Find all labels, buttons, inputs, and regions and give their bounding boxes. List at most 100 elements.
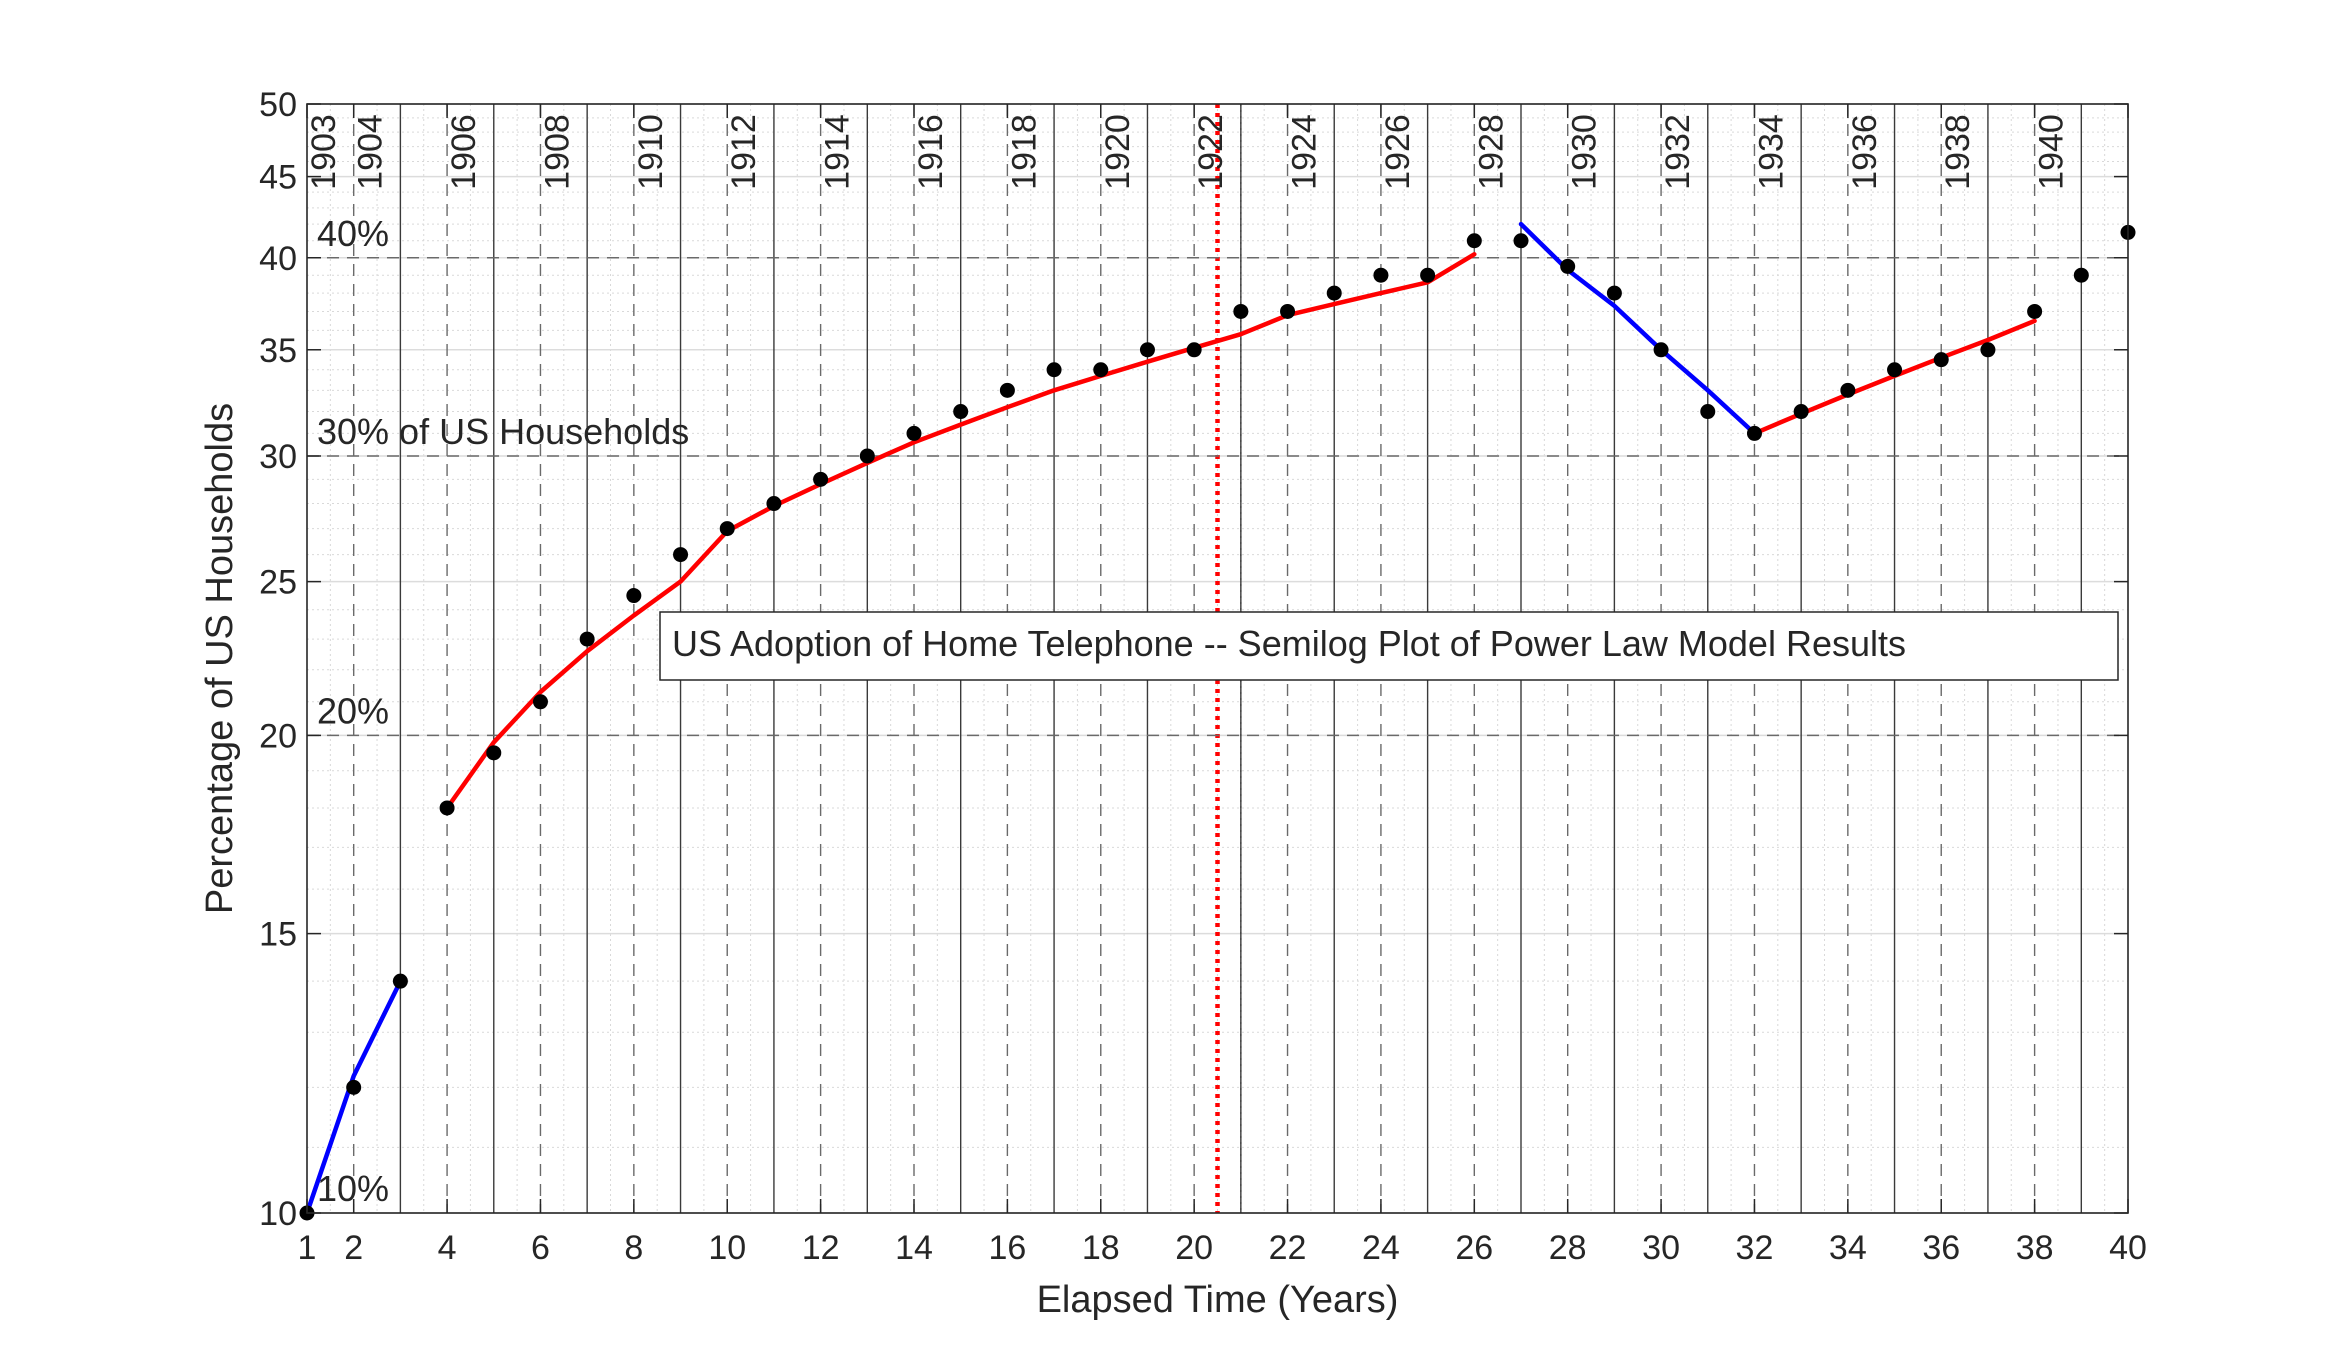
year-label: 1904: [352, 114, 390, 190]
x-tick-label: 36: [1922, 1229, 1960, 1267]
x-tick-label: 2: [344, 1229, 363, 1267]
x-tick-label: 12: [802, 1229, 840, 1267]
data-point: [1233, 303, 1249, 319]
data-point: [1186, 342, 1202, 358]
y-tick-label: 50: [259, 86, 297, 124]
x-tick-label: 22: [1269, 1229, 1307, 1267]
data-point: [626, 588, 642, 604]
data-point: [1700, 404, 1716, 420]
x-tick-label: 26: [1455, 1229, 1493, 1267]
y-tick-label: 15: [259, 916, 297, 954]
data-point: [1887, 362, 1903, 378]
data-point: [1139, 342, 1155, 358]
data-point: [1373, 267, 1389, 283]
data-point: [673, 547, 689, 563]
y-tick-label: 40: [259, 240, 297, 278]
data-point: [1653, 342, 1669, 358]
data-point: [486, 745, 502, 761]
data-point: [1093, 362, 1109, 378]
y-tick-label: 25: [259, 564, 297, 602]
title-box: US Adoption of Home Telephone -- Semilog…: [659, 611, 2119, 681]
data-point: [392, 973, 408, 989]
year-label: 1932: [1659, 114, 1697, 190]
data-point: [1840, 382, 1856, 398]
year-label: 1936: [1846, 114, 1884, 190]
year-label: 1922: [1192, 114, 1230, 190]
data-point: [906, 425, 922, 441]
x-tick-label: 30: [1642, 1229, 1680, 1267]
x-tick-label: 34: [1829, 1229, 1867, 1267]
data-point: [1046, 362, 1062, 378]
year-label: 1924: [1286, 114, 1324, 190]
x-tick-label: 20: [1175, 1229, 1213, 1267]
data-point: [1280, 303, 1296, 319]
year-label: 1938: [1939, 114, 1977, 190]
year-label: 1908: [538, 114, 576, 190]
year-label: 1920: [1099, 114, 1137, 190]
year-label: 1903: [305, 114, 343, 190]
year-label: 1912: [725, 114, 763, 190]
data-point: [1606, 285, 1622, 301]
data-point: [859, 448, 875, 464]
x-tick-label: 32: [1736, 1229, 1774, 1267]
reference-lines: [307, 257, 2128, 737]
year-label: 1940: [2033, 114, 2071, 190]
axes: [306, 103, 2129, 1214]
data-point: [1513, 233, 1529, 249]
data-point: [346, 1079, 362, 1095]
data-point: [1793, 404, 1809, 420]
year-label: 1914: [819, 114, 857, 190]
x-tick-label: 28: [1549, 1229, 1587, 1267]
data-point: [1933, 352, 1949, 368]
x-tick-label: 8: [624, 1229, 643, 1267]
data-point: [766, 496, 782, 512]
y-axis-label: Percentage of US Households: [199, 403, 241, 914]
x-axis-label: Elapsed Time (Years): [1037, 1279, 1399, 1321]
data-point: [1560, 258, 1576, 274]
data-point: [1466, 233, 1482, 249]
x-tick-label: 18: [1082, 1229, 1120, 1267]
reference-label: 40%: [317, 213, 389, 254]
year-label: 1928: [1472, 114, 1510, 190]
data-point: [439, 800, 455, 816]
plot-frame: [306, 103, 2129, 1214]
title-frame: [659, 611, 2119, 681]
data-point: [1420, 267, 1436, 283]
x-tick-label: 16: [988, 1229, 1026, 1267]
data-point: [532, 694, 548, 710]
x-tick-label: 4: [438, 1229, 457, 1267]
data-point: [579, 631, 595, 647]
data-point: [999, 382, 1015, 398]
year-label: 1916: [912, 114, 950, 190]
x-tick-label: 10: [708, 1229, 746, 1267]
x-tick-label: 6: [531, 1229, 550, 1267]
fit-line: [304, 978, 403, 1216]
y-tick-label: 30: [259, 438, 297, 476]
x-tick-label: 24: [1362, 1229, 1400, 1267]
data-point: [2027, 303, 2043, 319]
x-tick-label: 40: [2109, 1229, 2147, 1267]
data-points: [299, 224, 2136, 1221]
labels: 1 2 4 6 8 10 12 14 16 18 20 22 24 26 28 30 32 34 36 38 40101…: [259, 86, 2147, 1267]
data-point: [2073, 267, 2089, 283]
fit-line: [1518, 221, 1757, 436]
x-tick-label: 1: [298, 1229, 317, 1267]
data-point: [1326, 285, 1342, 301]
data-point: [1980, 342, 1996, 358]
data-point: [813, 471, 829, 487]
year-label: 1934: [1752, 114, 1790, 190]
year-label: 1926: [1379, 114, 1417, 190]
data-point: [1746, 425, 1762, 441]
year-label: 1906: [445, 114, 483, 190]
year-label: 1930: [1566, 114, 1604, 190]
data-point: [953, 404, 969, 420]
y-tick-label: 45: [259, 159, 297, 197]
reference-label: 20%: [317, 690, 389, 731]
reference-label: 30% of US Households: [317, 411, 689, 452]
y-tick-label: 10: [259, 1195, 297, 1233]
y-tick-label: 20: [259, 717, 297, 755]
y-tick-label: 35: [259, 332, 297, 370]
reference-label: 10%: [317, 1168, 389, 1209]
fit-line: [444, 252, 1477, 811]
